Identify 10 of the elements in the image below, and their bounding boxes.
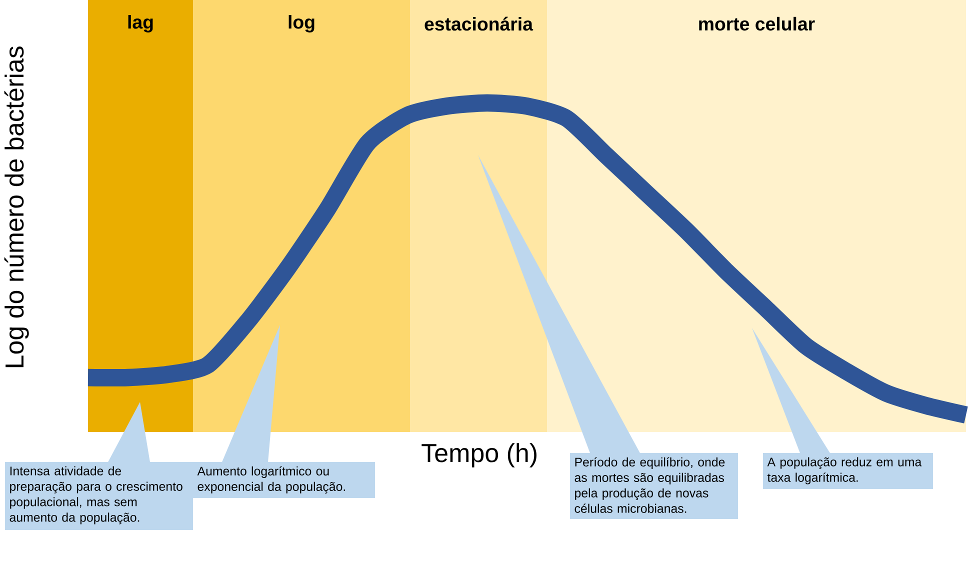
text: A população reduz em uma taxa logarítmica. [767,457,922,484]
text: Período de equilíbrio, onde as mortes são equilibradas pela produção de novas células microbianas. [574,457,725,513]
text: Aumento logarítmico ou exponencial da população. [197,466,346,494]
y-axis-title: Log do número de bactérias [4,46,29,368]
text: log [288,15,314,32]
text: lag [128,15,153,32]
x-axis-title: Tempo (h) [422,443,536,468]
text: morte celular [699,16,815,31]
text: Intensa atividade de preparação para o crescimento populacional, mas sem aumento da população. [10,466,182,524]
text: estacionária [424,16,534,31]
